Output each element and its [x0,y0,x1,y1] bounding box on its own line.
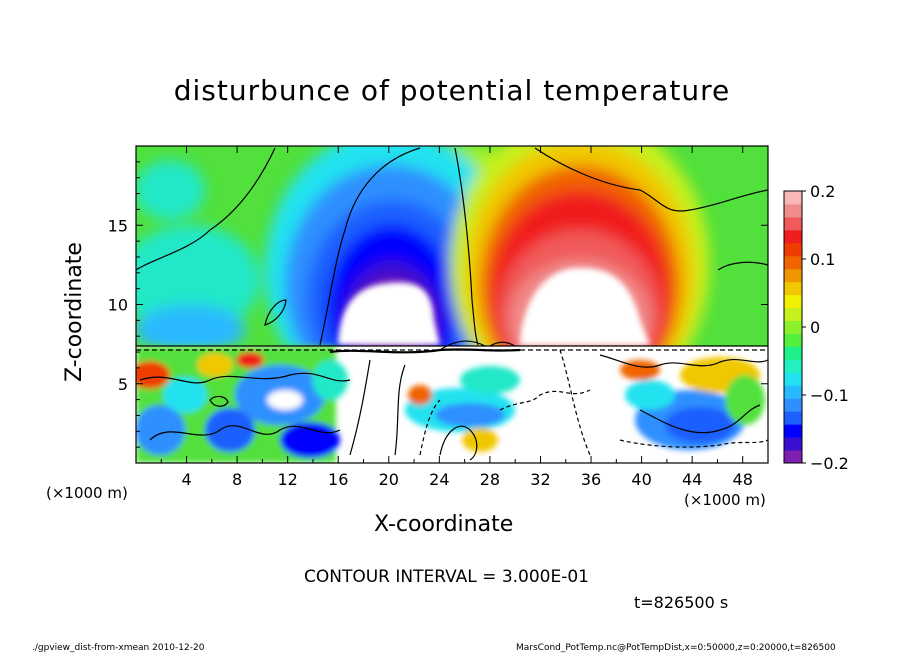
colorbar-swatch [784,359,802,373]
x-tick-label: 44 [682,470,702,489]
colorbar-swatch [784,411,802,425]
colorbar-tick-label: 0.2 [810,182,835,201]
colorbar-swatch [784,398,802,412]
colorbar [783,190,803,464]
y-tick-label: 10 [108,296,128,315]
colorbar-tick-label: −0.1 [810,386,849,405]
x-tick-label: 4 [181,470,191,489]
colorbar-swatch [784,294,802,309]
colorbar-swatch [784,450,802,464]
colorbar-tick-label: −0.2 [810,454,849,473]
contour-interval-label: CONTOUR INTERVAL = 3.000E-01 [304,567,589,587]
chart-title: disturbunce of potential temperature [173,74,731,107]
colorbar-swatch [784,333,802,347]
colorbar-swatch [784,385,802,399]
colorbar-swatch [784,268,802,283]
colorbar-swatch [784,346,802,360]
colorbar-swatch [784,307,802,322]
x-axis-unit-right: (×1000 m) [684,491,766,509]
x-tick-label: 24 [429,470,449,489]
colorbar-tick-label: 0.1 [810,250,835,269]
x-tick-label: 8 [232,470,242,489]
time-label: t=826500 s [634,593,729,612]
colorbar-swatch [784,372,802,386]
y-axis: 5 10 15 [108,161,768,448]
colorbar-swatch [784,216,802,231]
x-tick-label: 36 [581,470,601,489]
y-tick-label: 15 [108,216,128,235]
y-axis-label: Z-coordinate [62,242,87,382]
x-tick-label: 28 [480,470,500,489]
x-tick-label: 16 [328,470,348,489]
colorbar-swatch [784,320,802,334]
colorbar-swatch [784,229,802,244]
footer-right: MarsCond_PotTemp.nc@PotTempDist,x=0:5000… [516,643,836,653]
x-tick-label: 12 [278,470,298,489]
colorbar-ticks: 0.2 0.1 0 −0.1 −0.2 [802,182,849,473]
colorbar-swatch [784,242,802,257]
x-axis-unit-left: (×1000 m) [46,484,128,502]
x-tick-label: 48 [733,470,753,489]
footer-left: ./gpview_dist-from-xmean 2010-12-20 [32,643,205,653]
x-axis: 4 8 12 16 20 24 28 32 36 40 44 48 [160,146,753,489]
heatmap-field [136,146,768,463]
colorbar-swatch [784,281,802,296]
colorbar-swatch [784,437,802,451]
colorbar-swatch [784,191,802,205]
colorbar-swatch [784,255,802,270]
colorbar-tick-label: 0 [810,318,820,337]
y-tick-label: 5 [118,375,128,394]
x-tick-label: 32 [530,470,550,489]
colorbar-swatch [784,203,802,218]
x-axis-label: X-coordinate [374,512,514,537]
x-tick-label: 20 [379,470,399,489]
colorbar-swatch [784,424,802,438]
x-tick-label: 40 [631,470,651,489]
